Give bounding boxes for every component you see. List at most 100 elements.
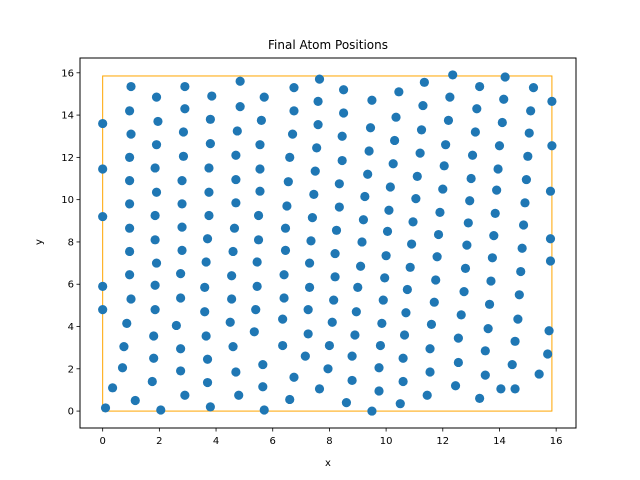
atom-point [380, 273, 390, 283]
atom-point [528, 83, 539, 93]
atom-point [100, 403, 111, 413]
atom-point [314, 384, 325, 394]
atom-point [439, 161, 449, 171]
atom-point [98, 211, 108, 222]
atom-point [304, 258, 315, 268]
atom-point [289, 83, 299, 93]
atom-point [484, 299, 495, 309]
atom-point [149, 331, 159, 341]
atom-point [483, 324, 493, 334]
atom-point [130, 395, 140, 406]
atom-point [251, 305, 261, 315]
atom-point [463, 218, 473, 228]
atom-point [98, 164, 108, 174]
y-tick-label: 2 [68, 364, 74, 375]
atom-point [180, 390, 190, 400]
atom-point [151, 258, 162, 268]
atom-point [313, 120, 323, 130]
atom-point [441, 140, 451, 150]
atom-point [178, 127, 189, 137]
x-tick-label: 12 [436, 436, 449, 447]
atom-point [395, 399, 405, 409]
atom-point [176, 344, 186, 354]
atom-point [351, 307, 361, 317]
x-axis-label: x [325, 458, 331, 469]
atom-point [516, 266, 526, 277]
atom-point [438, 184, 448, 194]
atom-point [472, 104, 482, 114]
atom-point [202, 354, 213, 364]
atom-point [367, 406, 377, 416]
atom-point [231, 174, 241, 185]
atom-point [329, 295, 339, 305]
atom-point [327, 317, 337, 327]
chart-title: Final Atom Positions [268, 38, 388, 52]
atom-point [98, 118, 108, 129]
atom-point [363, 169, 373, 179]
x-tick-label: 2 [156, 436, 162, 447]
atom-point [150, 280, 160, 290]
atom-point [431, 275, 441, 285]
atom-point [399, 330, 410, 340]
atom-point [412, 171, 422, 181]
atom-point [228, 342, 238, 352]
atom-point [229, 223, 240, 233]
atom-point [147, 376, 157, 387]
atom-point [259, 92, 269, 102]
atom-point [300, 351, 310, 361]
atom-point [204, 163, 214, 173]
atom-point [289, 106, 299, 116]
atom-point [323, 364, 333, 374]
atom-point [151, 140, 162, 150]
atom-point [337, 155, 347, 166]
atom-point [289, 372, 299, 382]
atom-point [460, 263, 471, 273]
atom-point [256, 115, 266, 125]
atom-point [497, 117, 507, 128]
atom-point [374, 386, 384, 396]
atom-point [419, 77, 429, 87]
atom-point [253, 210, 264, 221]
atom-point [122, 318, 132, 328]
atom-point [459, 287, 469, 297]
atom-point [306, 236, 316, 246]
atom-point [150, 163, 160, 173]
atom-point [341, 398, 352, 408]
atom-point [394, 87, 404, 97]
atom-point [125, 223, 135, 233]
atom-point [153, 116, 163, 127]
atom-point [510, 336, 520, 346]
atom-point [204, 210, 214, 221]
atom-point [334, 202, 344, 212]
atom-point [176, 366, 186, 376]
atom-point [231, 198, 241, 208]
atom-point [545, 234, 556, 244]
atom-point [125, 106, 135, 116]
atom-point [119, 342, 129, 352]
atom-point [285, 394, 295, 405]
atom-point [253, 235, 264, 245]
atom-point [357, 237, 367, 247]
y-tick-label: 0 [68, 407, 74, 418]
atom-point [353, 282, 363, 292]
atom-point [177, 245, 187, 255]
atom-point [374, 363, 384, 373]
atom-point [453, 333, 463, 343]
atom-point [283, 177, 293, 187]
y-tick-label: 4 [68, 322, 74, 333]
atom-point [510, 384, 520, 394]
atom-point [337, 131, 347, 141]
atom-point [507, 359, 517, 370]
atom-point [489, 231, 499, 241]
atom-point [252, 257, 262, 267]
atom-point [358, 215, 369, 225]
atom-point [338, 85, 349, 95]
atom-point [334, 179, 344, 189]
atom-point [278, 340, 288, 351]
atom-point [405, 262, 415, 272]
atom-point [526, 106, 536, 116]
atom-point [177, 222, 187, 232]
atom-point [303, 329, 313, 339]
y-axis: 0 2 4 6 8 10 12 14 16 [61, 68, 80, 418]
simulation-box [102, 75, 553, 412]
